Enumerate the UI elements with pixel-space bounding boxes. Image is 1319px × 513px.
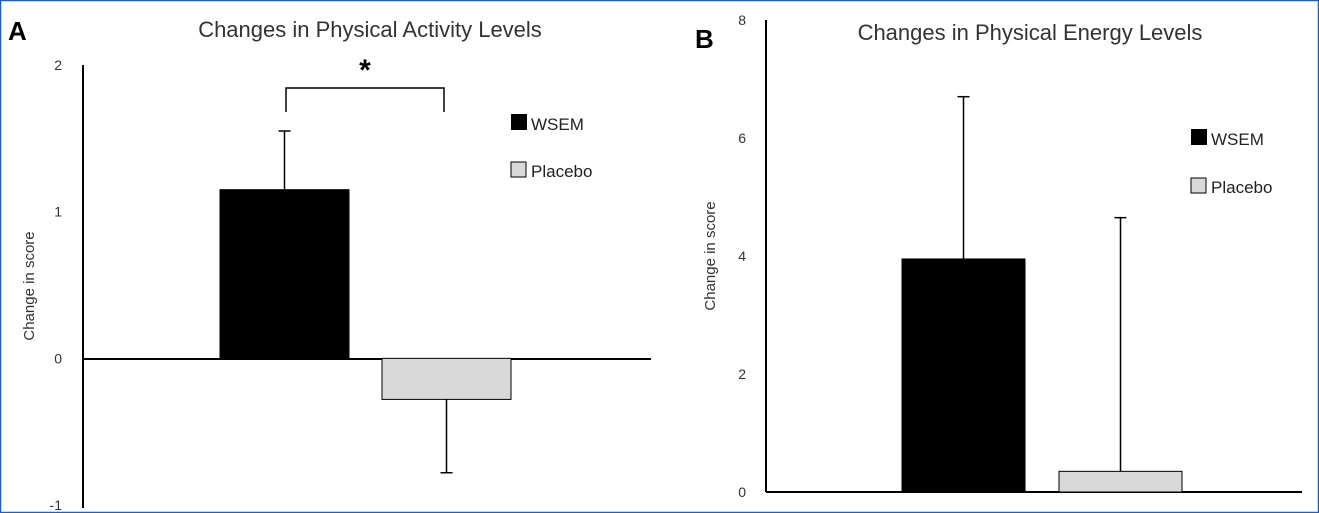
panel-a-tick-labels: -1 0 1 2 [50, 57, 63, 513]
bar-wsem [901, 258, 1026, 493]
y-tick-label: 2 [54, 57, 62, 73]
panel-a-letter: A [8, 16, 27, 46]
legend-swatch-placebo [1190, 177, 1207, 194]
bar-placebo [1058, 470, 1183, 493]
panel-b-bars [901, 258, 1183, 493]
panel-a: A Changes in Physical Activity Levels Ch… [8, 16, 651, 513]
panel-a-title: Changes in Physical Activity Levels [198, 17, 542, 42]
legend-swatch-wsem [1191, 129, 1207, 145]
y-tick-label: 0 [54, 350, 62, 366]
y-tick-label: 0 [738, 484, 746, 500]
legend-swatch-wsem [511, 114, 527, 130]
y-tick-label: 6 [738, 130, 746, 146]
y-tick-label: -1 [50, 497, 63, 513]
y-tick-label: 2 [738, 366, 746, 382]
bar-wsem [219, 189, 350, 359]
bar-placebo [381, 357, 512, 400]
legend-label-wsem: WSEM [1211, 130, 1264, 149]
panel-b-title: Changes in Physical Energy Levels [858, 20, 1203, 45]
panel-a-error-bars [278, 130, 453, 474]
significance-star: * [359, 54, 371, 87]
panel-b-legend: WSEM Placebo [1190, 129, 1272, 197]
significance-bracket [285, 87, 445, 112]
legend-label-placebo: Placebo [1211, 178, 1272, 197]
panel-b-letter: B [695, 24, 714, 54]
panel-b-error-bars [957, 95, 1127, 472]
y-tick-label: 8 [738, 12, 746, 28]
y-tick-label: 4 [738, 248, 746, 264]
y-tick-label: 1 [54, 204, 62, 220]
legend-label-wsem: WSEM [531, 115, 584, 134]
panel-b-tick-labels: 0 2 4 6 8 [738, 12, 746, 500]
panel-a-bars [219, 189, 512, 400]
panel-b-y-axis-label: Change in score [702, 201, 719, 310]
panel-a-legend: WSEM Placebo [510, 114, 592, 181]
legend-label-placebo: Placebo [531, 162, 592, 181]
legend-swatch-placebo [510, 161, 527, 178]
panel-b: B Changes in Physical Energy Levels Chan… [695, 12, 1302, 500]
panel-a-y-axis-label: Change in score [21, 231, 38, 340]
